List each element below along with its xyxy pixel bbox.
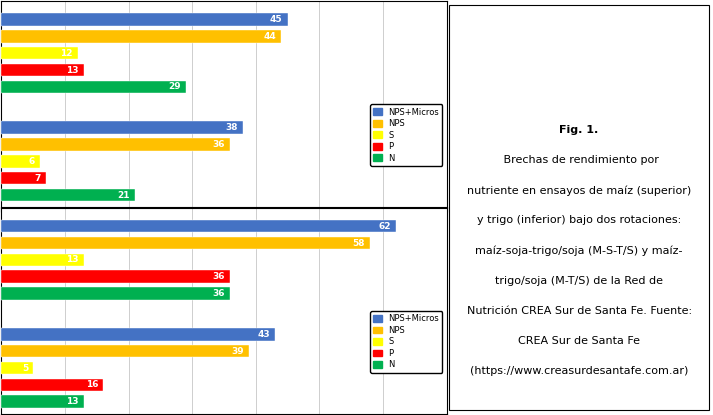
Text: maíz-soja-trigo/soja (M-S-T/S) y maíz-: maíz-soja-trigo/soja (M-S-T/S) y maíz- — [476, 246, 683, 256]
Bar — [1, 47, 78, 59]
Bar — [1, 64, 84, 76]
Text: 13: 13 — [66, 397, 79, 406]
Bar — [1, 237, 370, 249]
Bar — [1, 345, 250, 357]
Text: 7: 7 — [34, 174, 41, 183]
Bar — [1, 362, 34, 374]
Text: 12: 12 — [60, 49, 73, 58]
Text: trigo/soja (M-T/S) de la Red de: trigo/soja (M-T/S) de la Red de — [495, 276, 663, 286]
Bar — [1, 395, 84, 408]
Text: 43: 43 — [257, 330, 270, 339]
Text: y trigo (inferior) bajo dos rotaciones:: y trigo (inferior) bajo dos rotaciones: — [477, 215, 681, 225]
Bar — [1, 172, 46, 184]
Text: 6: 6 — [29, 157, 34, 166]
Legend: NPS+Micros, NPS, S, P, N: NPS+Micros, NPS, S, P, N — [370, 311, 443, 373]
Text: Brechas de rendimiento por: Brechas de rendimiento por — [500, 155, 659, 165]
Text: 36: 36 — [212, 272, 225, 281]
FancyBboxPatch shape — [449, 5, 709, 410]
Text: 5: 5 — [22, 364, 28, 373]
Text: 13: 13 — [66, 255, 79, 264]
Bar — [1, 30, 281, 43]
Text: 16: 16 — [86, 381, 98, 389]
Text: 36: 36 — [212, 140, 225, 149]
Text: nutriente en ensayos de maíz (superior): nutriente en ensayos de maíz (superior) — [467, 185, 691, 196]
Text: 21: 21 — [118, 190, 130, 200]
Legend: NPS+Micros, NPS, S, P, N: NPS+Micros, NPS, S, P, N — [370, 104, 443, 166]
Bar — [1, 81, 186, 93]
Bar — [1, 287, 230, 300]
Text: 45: 45 — [270, 15, 282, 24]
Bar — [1, 138, 230, 151]
Bar — [1, 189, 135, 201]
Bar — [1, 220, 396, 232]
Text: 38: 38 — [225, 123, 238, 132]
Text: (https://www.creasurdesantafe.com.ar): (https://www.creasurdesantafe.com.ar) — [470, 366, 688, 376]
Text: 29: 29 — [168, 82, 181, 91]
Bar — [1, 122, 243, 134]
Bar — [1, 13, 287, 26]
Bar — [1, 254, 84, 266]
Text: Nutrición CREA Sur de Santa Fe. Fuente:: Nutrición CREA Sur de Santa Fe. Fuente: — [466, 306, 692, 316]
Bar — [1, 155, 40, 168]
Text: 62: 62 — [378, 222, 391, 231]
Bar — [1, 271, 230, 283]
Text: 39: 39 — [232, 347, 245, 356]
Bar — [1, 378, 103, 391]
Bar — [1, 328, 275, 341]
Text: 13: 13 — [66, 66, 79, 75]
Text: 58: 58 — [353, 239, 365, 248]
Text: 44: 44 — [263, 32, 276, 41]
Text: Fig. 1.: Fig. 1. — [560, 125, 599, 135]
Text: 36: 36 — [212, 289, 225, 298]
Text: CREA Sur de Santa Fe: CREA Sur de Santa Fe — [518, 336, 640, 346]
